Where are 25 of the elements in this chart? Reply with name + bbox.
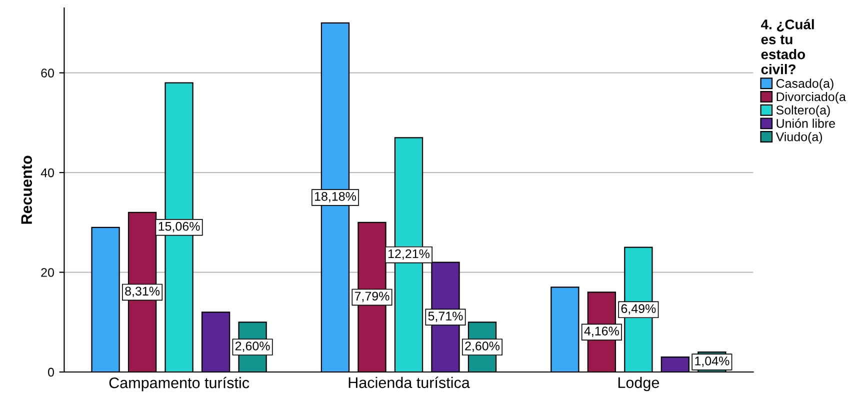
annotation: 1,04% (695, 356, 730, 367)
y-tick-label: 40 (40, 168, 54, 178)
annotation: 2,60% (235, 342, 270, 352)
y-tick-label: 0 (48, 368, 54, 377)
annotation: 15,06% (158, 222, 200, 232)
annotation: 4,16% (584, 326, 619, 337)
x-tick-label: Lodge (618, 376, 659, 392)
annotation: 6,49% (621, 304, 656, 315)
annotation: 18,18% (314, 192, 356, 202)
legend-label: Viudo(a) (776, 132, 822, 144)
x-tick-label: Campamento turístic (109, 376, 250, 392)
legend-label: Unión libre (776, 118, 835, 128)
y-tick-label: 60 (41, 68, 54, 78)
annotation: 7,79% (354, 292, 390, 302)
y-axis-title: Recuento (21, 156, 32, 224)
legend-label: Divorciado(a (776, 92, 846, 104)
x-tick-label: Hacienda turística (348, 376, 470, 388)
annotation: 8,31% (125, 286, 160, 298)
legend-label: Soltero(a) (776, 105, 830, 117)
legend-label: Casado(a) (776, 78, 834, 90)
annotation: 5,71% (428, 312, 463, 322)
annotation: 12,21% (388, 249, 430, 260)
annotation: 2,60% (465, 342, 500, 352)
y-tick-label: 20 (41, 268, 54, 277)
legend-title: 4. ¿Cuál es tu estado civil? (760, 19, 814, 74)
